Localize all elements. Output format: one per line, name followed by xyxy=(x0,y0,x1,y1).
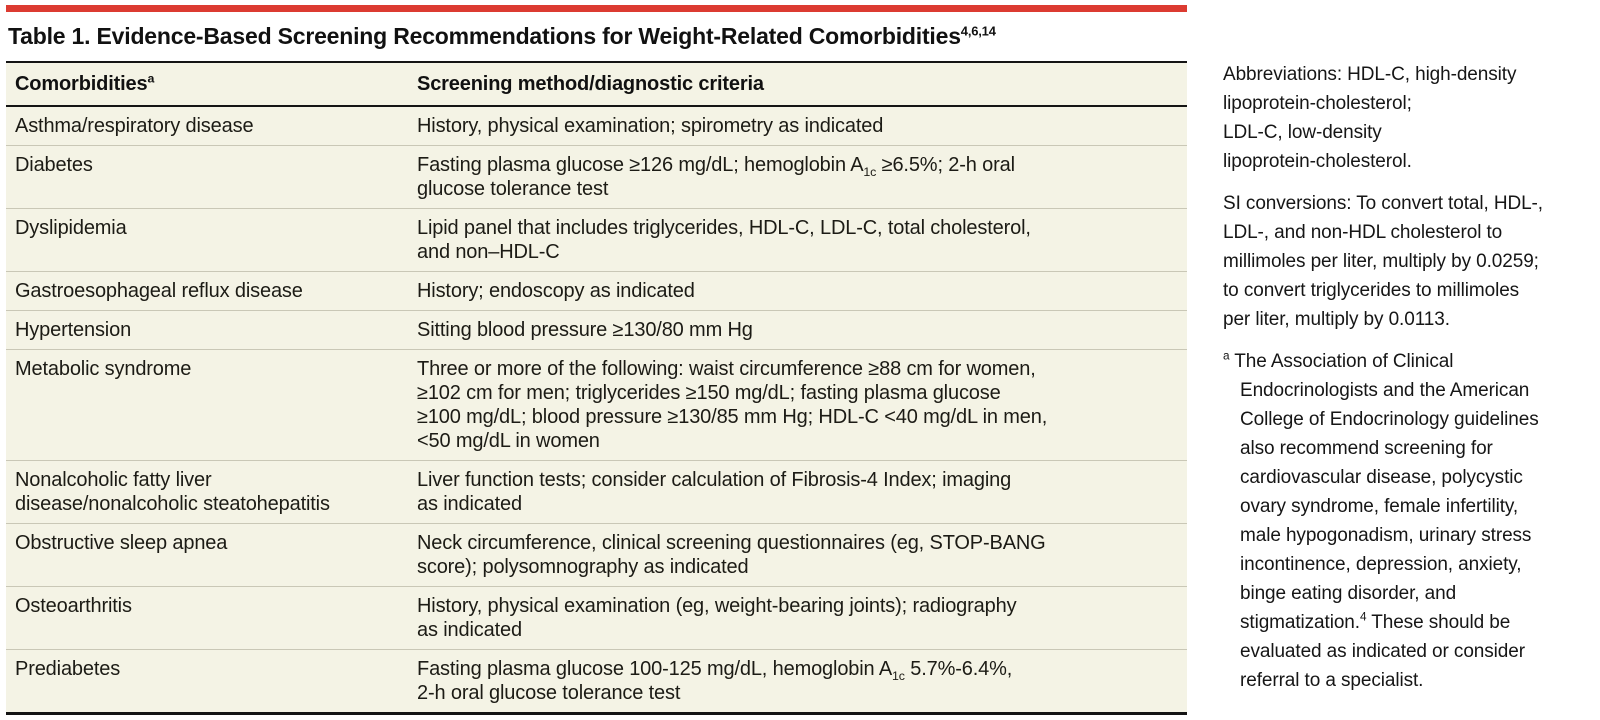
table-row: Nonalcoholic fatty liver disease/nonalco… xyxy=(6,460,1187,524)
table-row: Dyslipidemia Lipid panel that includes t… xyxy=(6,208,1187,272)
table-row: Obstructive sleep apnea Neck circumferen… xyxy=(6,523,1187,587)
comorbidity-label-cell: Obstructive sleep apnea xyxy=(6,523,408,587)
comorbidity-label-cell: Diabetes xyxy=(6,145,408,209)
comorbidity-label-cell: Metabolic syndrome xyxy=(6,349,408,461)
comorbidity-label-cell: Nonalcoholic fatty liver disease/nonalco… xyxy=(6,460,408,524)
notes-sidebar: Abbreviations: HDL-C, high-density lipop… xyxy=(1223,60,1595,708)
table-body: Asthma/respiratory disease History, phys… xyxy=(6,106,1187,714)
screening-method-cell: History, physical examination; spirometr… xyxy=(417,115,884,137)
table-row: Hypertension Sitting blood pressure ≥130… xyxy=(6,310,1187,350)
comorbidity-label-cell: Hypertension xyxy=(6,310,408,350)
screening-method-cell: Sitting blood pressure ≥130/80 mm Hg xyxy=(408,310,1187,350)
red-accent-bar xyxy=(6,5,1187,12)
si-conversions-note: SI conversions: To convert total, HDL-, … xyxy=(1223,193,1543,330)
footnote-a: a The Association of Clinical Endocrinol… xyxy=(1223,349,1539,691)
screening-method-cell: Fasting plasma glucose 100-125 mg/dL, he… xyxy=(408,649,1187,714)
screening-method-cell: Liver function tests; consider calculati… xyxy=(408,460,1187,524)
screening-method-cell: Lipid panel that includes triglycerides,… xyxy=(408,208,1187,272)
column-header-comorbidities: Comorbiditiesa xyxy=(6,62,408,107)
screening-method-cell: History, physical examination (eg, weigh… xyxy=(408,586,1187,650)
screening-method-cell: History; endoscopy as indicated xyxy=(408,271,1187,311)
table-row: Diabetes Fasting plasma glucose ≥126 mg/… xyxy=(6,145,1187,209)
table-row: Metabolic syndrome Three or more of the … xyxy=(6,349,1187,461)
screening-method-cell: Neck circumference, clinical screening q… xyxy=(408,523,1187,587)
comorbidity-label-cell: Prediabetes xyxy=(6,649,408,714)
comorbidity-label-cell: Dyslipidemia xyxy=(6,208,408,272)
article-table-figure: Table 1. Evidence-Based Screening Recomm… xyxy=(6,5,1187,715)
screening-method-cell: Fasting plasma glucose ≥126 mg/dL; hemog… xyxy=(408,145,1187,209)
abbreviations-note: Abbreviations: HDL-C, high-density lipop… xyxy=(1223,64,1517,172)
table-row: Osteoarthritis History, physical examina… xyxy=(6,586,1187,650)
comorbidity-label-cell: Gastroesophageal reflux disease xyxy=(6,271,408,311)
comorbidity-label-cell: Osteoarthritis xyxy=(6,586,408,650)
table-title: Table 1. Evidence-Based Screening Recomm… xyxy=(8,23,996,49)
table-row: Gastroesophageal reflux disease History;… xyxy=(6,271,1187,311)
table-row: Asthma/respiratory disease History, phys… xyxy=(6,106,1187,146)
table-header-row: Comorbiditiesa Screening method/diagnost… xyxy=(6,62,1187,107)
comorbidity-label-cell: Asthma/respiratory disease xyxy=(15,115,254,137)
screening-method-cell: Three or more of the following: waist ci… xyxy=(408,349,1187,461)
screening-recommendations-table: Comorbiditiesa Screening method/diagnost… xyxy=(6,61,1187,715)
table-row: Prediabetes Fasting plasma glucose 100-1… xyxy=(6,649,1187,714)
column-header-screening-method: Screening method/diagnostic criteria xyxy=(408,62,1187,107)
